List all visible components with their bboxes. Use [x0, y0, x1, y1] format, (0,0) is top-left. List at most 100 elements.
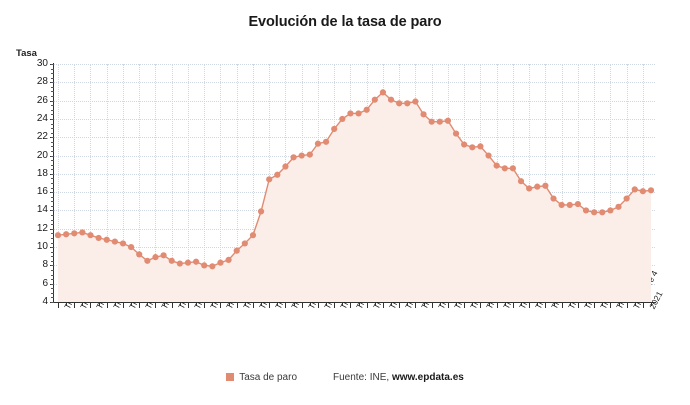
- data-point[interactable]: [217, 259, 224, 266]
- data-point[interactable]: [647, 187, 655, 194]
- data-point[interactable]: [71, 230, 78, 237]
- data-point[interactable]: [428, 118, 435, 125]
- x-axis-tick-label: Trimestre 2: [517, 269, 546, 311]
- y-axis-minor-tick: [51, 210, 54, 212]
- data-point[interactable]: [176, 260, 183, 267]
- data-point[interactable]: [591, 209, 598, 216]
- data-point[interactable]: [209, 263, 216, 270]
- y-axis-tick-label: 10: [36, 241, 48, 253]
- data-point[interactable]: [111, 238, 118, 245]
- data-point[interactable]: [639, 188, 646, 195]
- data-point[interactable]: [566, 201, 573, 209]
- data-point[interactable]: [322, 138, 330, 145]
- data-point[interactable]: [95, 234, 102, 242]
- data-point[interactable]: [550, 195, 557, 202]
- data-point[interactable]: [363, 106, 370, 113]
- x-axis-tick-mark: [309, 303, 311, 306]
- data-point[interactable]: [582, 207, 590, 214]
- data-point[interactable]: [347, 110, 354, 117]
- data-point[interactable]: [249, 232, 257, 239]
- data-point[interactable]: [599, 209, 606, 216]
- x-axis-tick-label: Trimestre 4: [176, 269, 205, 311]
- x-axis-tick-label: Trimestre 2: [127, 269, 156, 311]
- data-point[interactable]: [534, 183, 541, 190]
- data-point[interactable]: [136, 251, 143, 258]
- source-url[interactable]: www.epdata.es: [391, 372, 464, 383]
- data-point[interactable]: [314, 140, 322, 147]
- data-point[interactable]: [193, 258, 200, 265]
- data-point[interactable]: [54, 232, 62, 239]
- data-point[interactable]: [168, 257, 175, 264]
- data-point[interactable]: [607, 207, 614, 214]
- data-point[interactable]: [501, 165, 508, 172]
- data-point[interactable]: [558, 201, 565, 209]
- data-point[interactable]: [420, 111, 427, 118]
- y-axis-minor-tick: [51, 173, 54, 175]
- data-point[interactable]: [631, 186, 638, 193]
- x-axis-tick-mark: [358, 303, 360, 306]
- data-point[interactable]: [615, 203, 622, 210]
- data-point[interactable]: [241, 240, 248, 247]
- y-axis-minor-tick: [51, 160, 54, 162]
- data-point[interactable]: [396, 100, 403, 107]
- data-point[interactable]: [339, 115, 346, 123]
- data-point[interactable]: [477, 143, 484, 150]
- data-point[interactable]: [152, 254, 159, 261]
- data-point[interactable]: [201, 262, 208, 269]
- data-point[interactable]: [623, 195, 630, 202]
- data-point[interactable]: [160, 252, 167, 259]
- x-axis-tick-mark: [147, 303, 149, 306]
- x-axis-tick-mark: [90, 303, 92, 308]
- chart-title: Evolución de la tasa de paro: [248, 14, 442, 30]
- y-axis-minor-tick: [51, 247, 54, 249]
- data-point[interactable]: [404, 100, 411, 107]
- data-point[interactable]: [274, 171, 281, 178]
- data-point[interactable]: [412, 98, 419, 105]
- data-point[interactable]: [526, 185, 533, 192]
- data-point[interactable]: [452, 130, 460, 137]
- data-point[interactable]: [290, 154, 297, 161]
- x-axis-tick-mark: [472, 303, 474, 306]
- data-point[interactable]: [485, 152, 492, 159]
- y-axis-minor-tick: [51, 274, 54, 276]
- data-point[interactable]: [298, 152, 305, 159]
- data-point[interactable]: [444, 117, 452, 124]
- data-point[interactable]: [542, 182, 549, 189]
- x-axis-tick-mark: [561, 303, 563, 308]
- x-axis-tick-mark: [366, 303, 368, 308]
- data-point[interactable]: [436, 118, 443, 125]
- data-point[interactable]: [331, 125, 338, 133]
- data-point[interactable]: [233, 247, 240, 254]
- data-point[interactable]: [184, 259, 192, 266]
- data-point[interactable]: [574, 200, 581, 208]
- data-point[interactable]: [387, 96, 395, 103]
- data-point[interactable]: [379, 89, 387, 96]
- y-axis-minor-tick: [51, 201, 54, 203]
- data-point[interactable]: [225, 256, 232, 263]
- data-point[interactable]: [371, 96, 378, 103]
- data-point[interactable]: [119, 240, 127, 247]
- y-axis-minor-tick: [51, 265, 54, 267]
- data-point[interactable]: [509, 165, 516, 172]
- data-point[interactable]: [469, 144, 476, 151]
- data-point[interactable]: [79, 229, 86, 236]
- data-point[interactable]: [517, 178, 525, 185]
- data-point[interactable]: [257, 208, 265, 215]
- data-point[interactable]: [266, 176, 273, 183]
- gridline-vertical: [236, 64, 238, 302]
- x-axis-tick-label: Trimestre 2: [549, 269, 578, 311]
- data-point[interactable]: [144, 257, 151, 264]
- data-point[interactable]: [461, 141, 468, 148]
- data-point[interactable]: [282, 163, 289, 170]
- data-point[interactable]: [63, 231, 70, 238]
- gridline-vertical: [610, 64, 612, 302]
- x-axis-tick-label: Trimestre 4: [501, 269, 530, 311]
- data-point[interactable]: [355, 110, 362, 117]
- data-point[interactable]: [306, 151, 313, 158]
- data-point[interactable]: [128, 243, 135, 251]
- gridline-horizontal: [54, 82, 655, 84]
- data-point[interactable]: [493, 162, 500, 169]
- data-point[interactable]: [103, 236, 110, 243]
- data-point[interactable]: [87, 232, 94, 239]
